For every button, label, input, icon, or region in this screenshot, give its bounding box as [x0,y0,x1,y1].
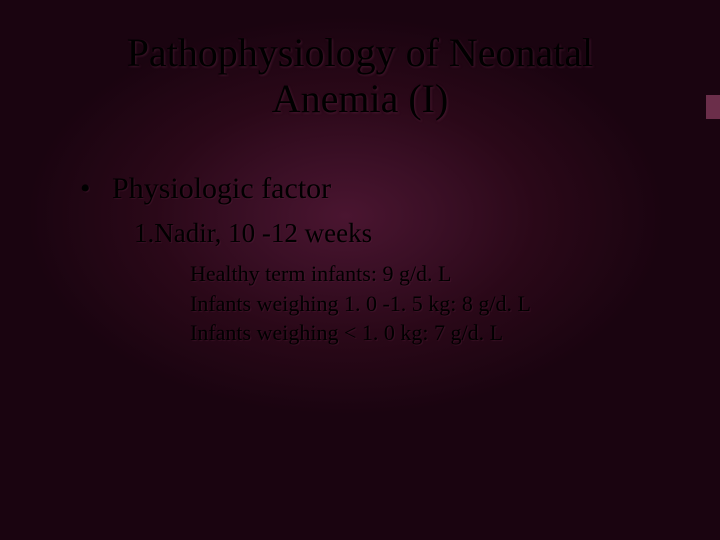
slide-title: Pathophysiology of Neonatal Anemia (I) [60,30,660,122]
bullet-main-text: Physiologic factor [112,172,331,205]
detail-0: Healthy term infants: 9 g/d. L [190,259,660,289]
bullet-main: Physiologic factor [80,172,660,206]
accent-bar [706,95,720,119]
sub-item: 1.Nadir, 10 -12 weeks [134,218,660,249]
slide-container: Pathophysiology of Neonatal Anemia (I) P… [0,0,720,540]
detail-1: Infants weighing 1. 0 -1. 5 kg: 8 g/d. L [190,289,660,319]
detail-2: Infants weighing < 1. 0 kg: 7 g/d. L [190,318,660,348]
